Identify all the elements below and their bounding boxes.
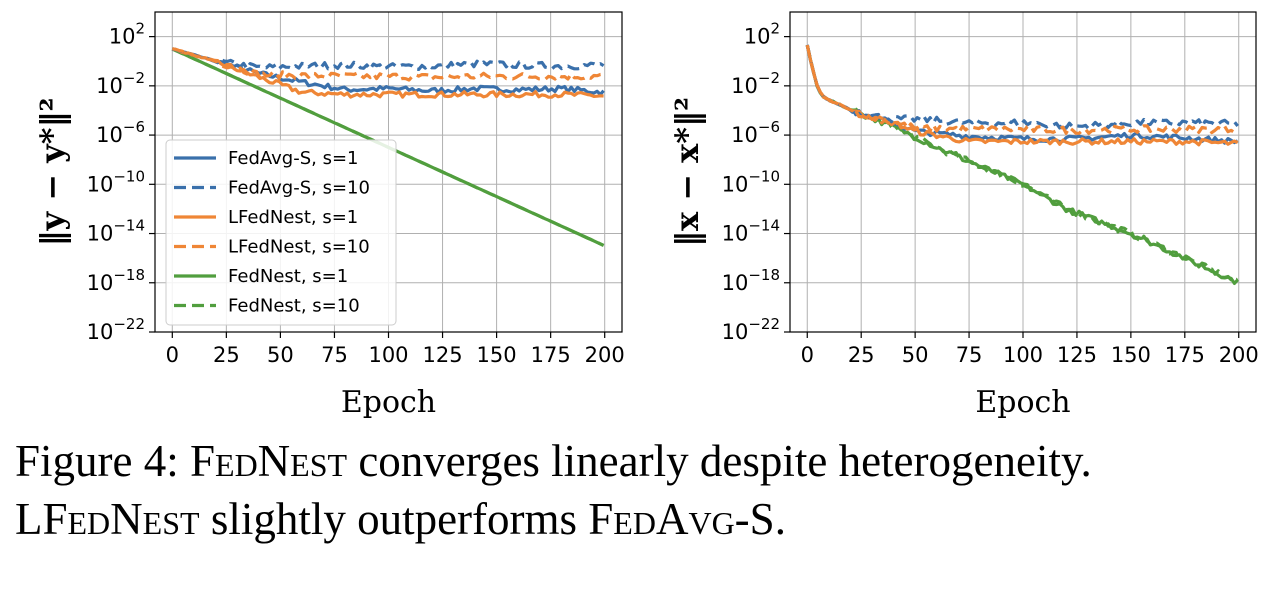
x-tick-label: 75 [321,343,348,367]
x-tick-label: 150 [477,343,517,367]
x-tick-label: 125 [423,343,463,367]
chart-panel-2: 0 25 50 75 100 125 150 175 200 102 10−2 10−6 10−10 10… [668,11,1259,420]
y-axis-label: ‖x − x*‖² [668,97,706,247]
series-line [171,47,604,99]
x-axis-label: Epoch [341,385,436,420]
y-tick-label: 102 [744,20,780,49]
x-tick-label: 175 [1165,343,1205,367]
y-tick-label: 10−2 [96,69,145,98]
series-line [805,45,1239,147]
x-tick-label: 175 [531,343,571,367]
y-axis-label: ‖y − y*‖² [33,97,71,246]
x-tick-label: 100 [1003,343,1043,367]
y-tick-label: 10−18 [722,266,780,295]
legend: FedAvg-S, s=1 FedAvg-S, s=10 LFedNest, s=1… [165,139,397,326]
x-tick-label: 0 [801,343,814,367]
series-group [171,47,605,247]
x-tick-label: 200 [585,343,625,367]
y-tick-label: 10−18 [87,266,145,295]
series-line [171,47,605,71]
caption-lfednest: LFedNest [15,494,200,544]
series-line [805,44,1239,283]
y-tick-label: 10−14 [722,217,780,246]
y-tick-label: 10−22 [87,315,145,344]
caption-text-2: slightly outperforms [210,494,578,544]
legend-entry: FedAvg-S, s=10 [228,178,370,199]
y-tick-label: 10−6 [96,118,145,147]
x-tick-label: 100 [368,343,408,367]
series-line [805,44,1239,135]
x-tick-label: 0 [166,343,179,367]
caption-fednest: FedNest [190,436,348,486]
x-tick-label: 25 [848,343,875,367]
series-line [172,47,604,82]
x-tick-label: 150 [1111,343,1151,367]
caption-period: . [774,494,786,544]
y-tick-label: 102 [109,20,145,49]
caption-fedavg: FedAvg-S [588,494,775,544]
x-tick-label: 75 [956,343,983,367]
series-line [805,44,1239,131]
axes-frame [154,11,623,333]
legend-entry: FedAvg-S, s=1 [228,148,358,169]
legend-entry: FedNest, s=10 [228,296,360,317]
x-tick-label: 200 [1219,343,1259,367]
y-tick-label: 10−10 [722,167,780,196]
chart-panel-1: 0 25 50 75 100 125 150 175 200 102 10−2 10−6 10−10 10… [33,11,625,420]
x-axis-label: Epoch [975,385,1070,420]
x-tick-label: 125 [1057,343,1097,367]
series-line [805,44,1239,285]
axes-frame [789,11,1257,333]
series-group [805,44,1239,285]
x-tick-label: 50 [902,343,929,367]
caption-label: Figure 4: [15,436,179,486]
y-tick-label: 10−10 [87,167,145,196]
y-tick-label: 10−14 [87,217,145,246]
legend-entry: LFedNest, s=10 [228,237,370,258]
y-tick-label: 10−6 [731,118,780,147]
caption-text-1: converges linearly despite heterogeneity… [358,436,1092,486]
legend-entry: LFedNest, s=1 [228,207,358,228]
legend-entry: FedNest, s=1 [228,266,348,287]
x-tick-label: 50 [267,343,294,367]
x-tick-label: 25 [213,343,240,367]
figure-caption: Figure 4: FedNest converges linearly des… [15,432,1265,548]
y-tick-label: 10−2 [731,69,780,98]
y-tick-label: 10−22 [722,315,780,344]
